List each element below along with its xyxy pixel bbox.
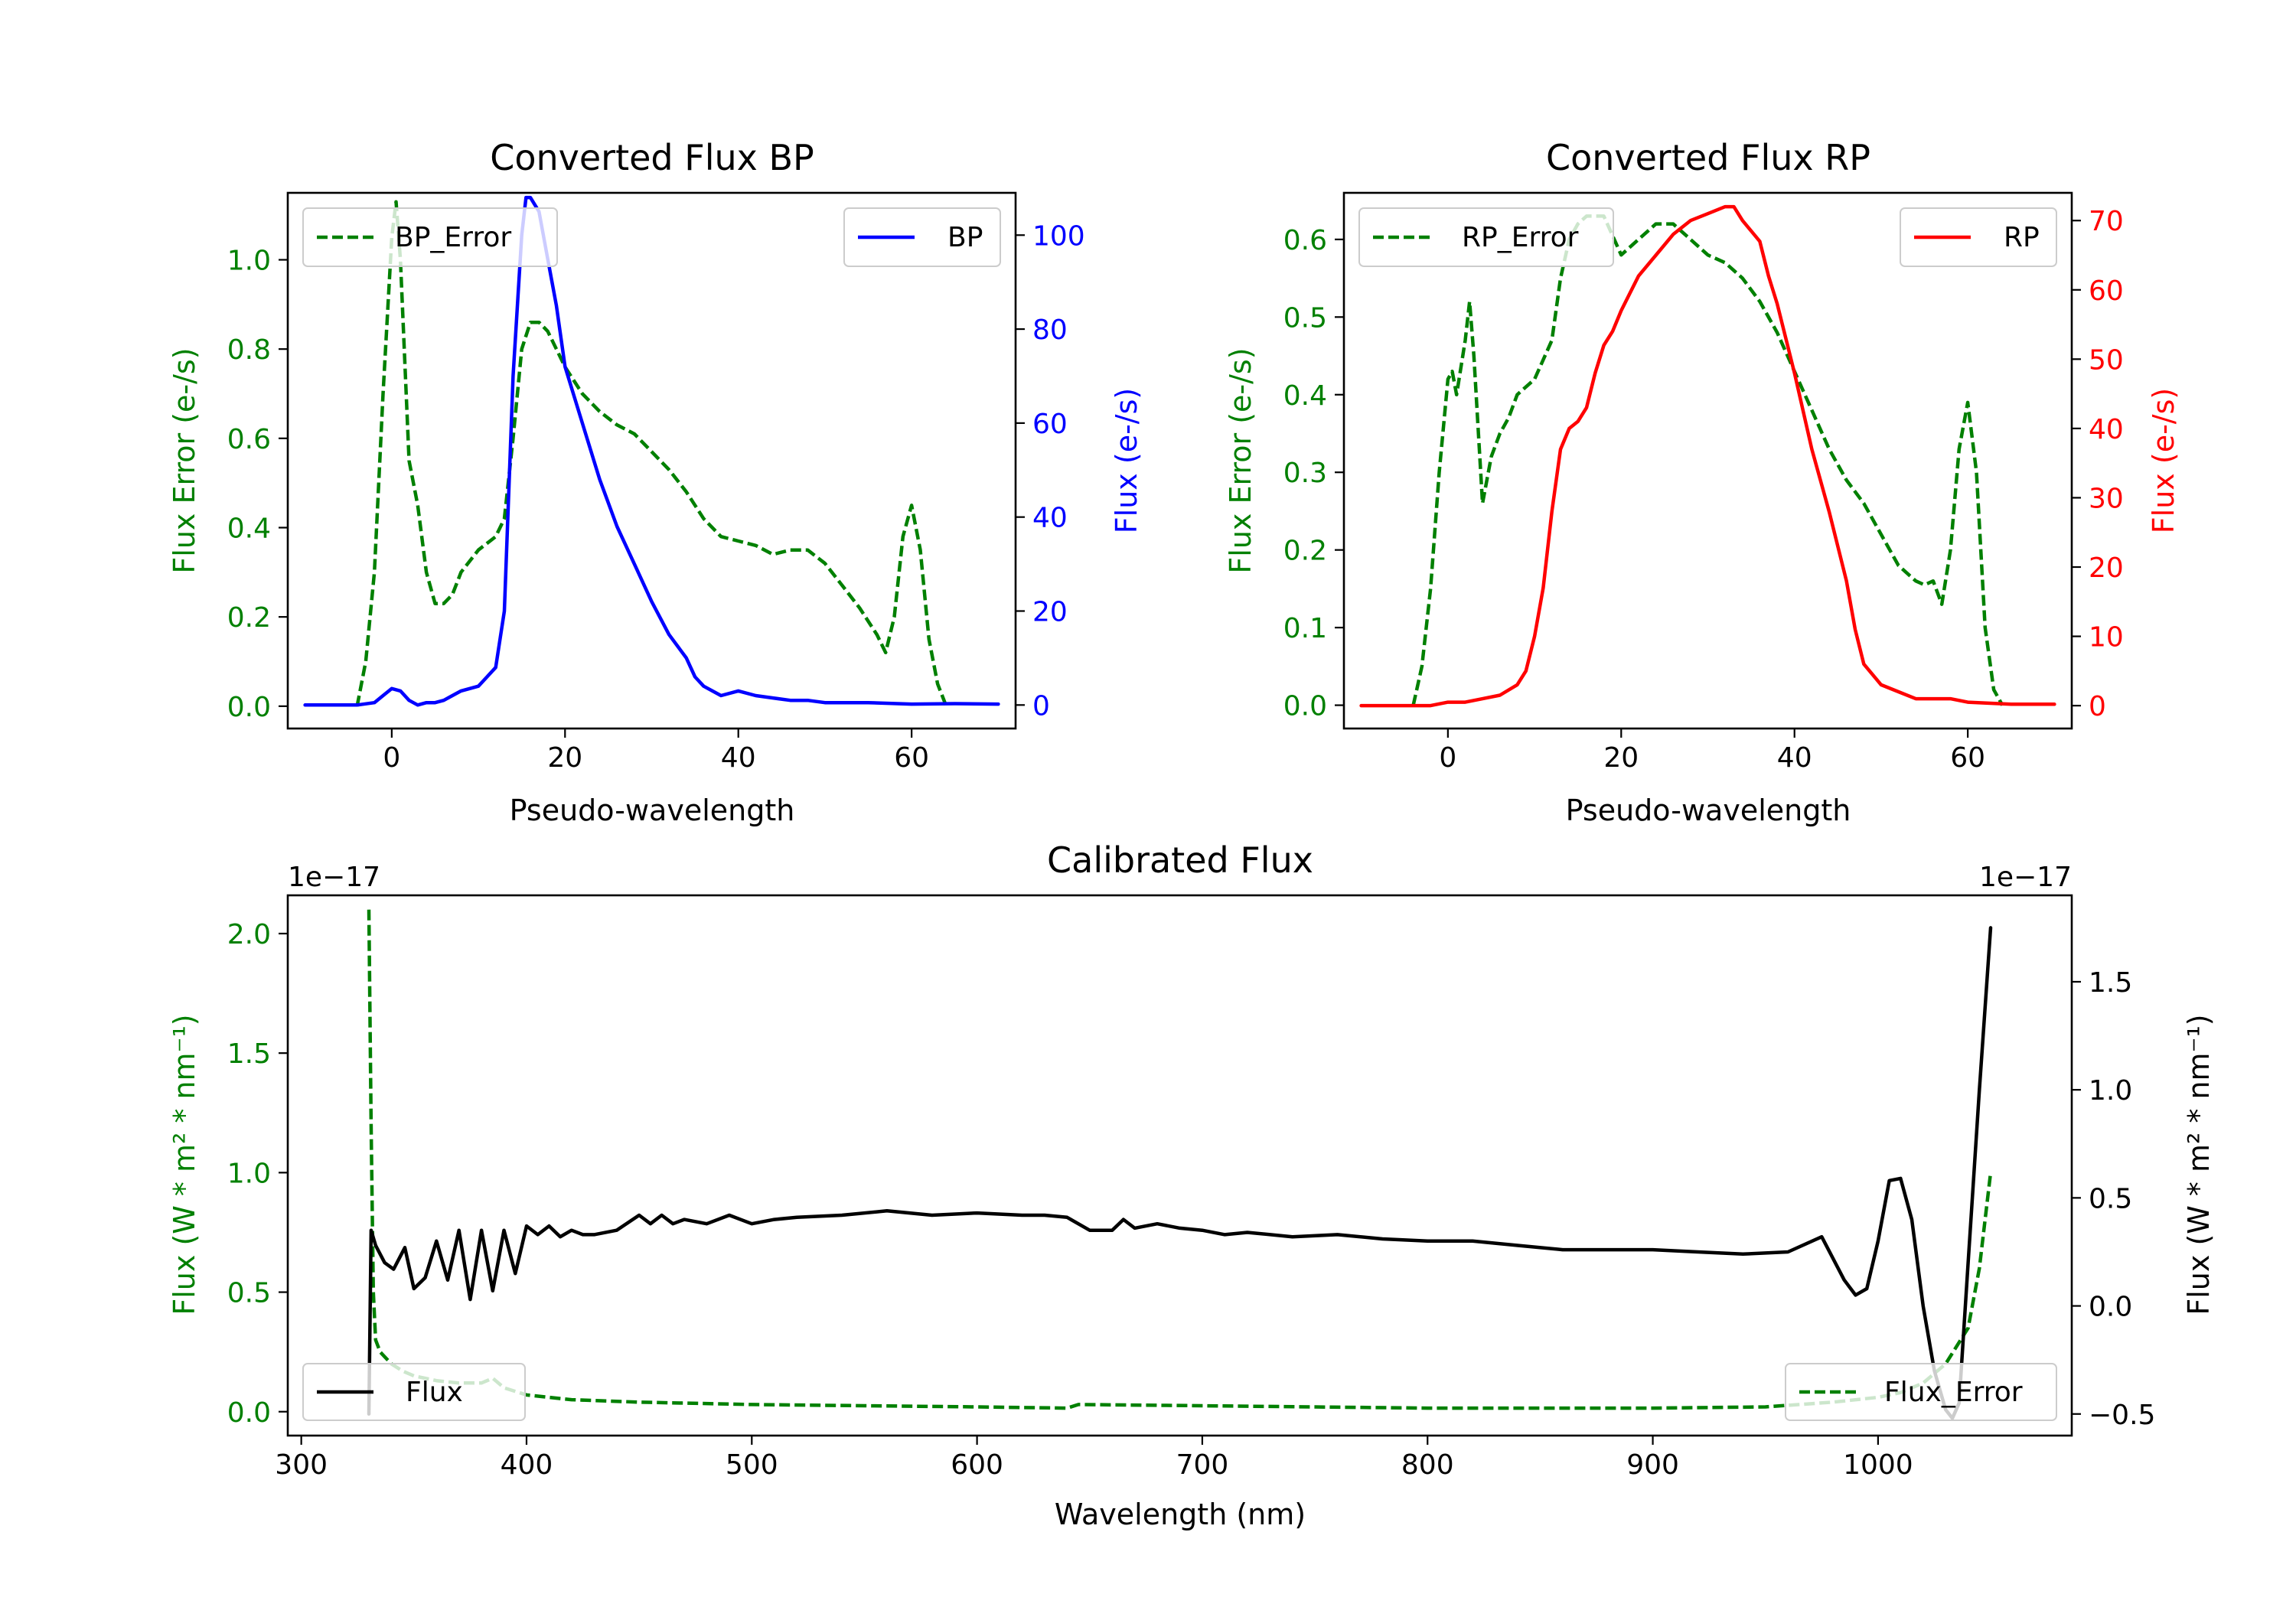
- bp-xlabel: Pseudo-wavelength: [510, 794, 795, 827]
- bp-legend-error: BP_Error: [302, 207, 558, 267]
- rp-ytick-right-label: 0: [2089, 691, 2106, 722]
- rp-xtick-label: 20: [1603, 742, 1639, 774]
- rp-ytick-right-label: 30: [2089, 483, 2124, 514]
- calibrated-legend-error-label: Flux_Error: [1884, 1377, 2023, 1408]
- calibrated-ytick-left-label: 0.0: [227, 1397, 271, 1429]
- bp-plot-frame: [286, 191, 1017, 730]
- calibrated-offset-right: 1e−17: [1979, 862, 2072, 893]
- calibrated-xtick-label: 700: [1176, 1449, 1229, 1481]
- rp-plot-frame: [1342, 191, 2073, 730]
- calibrated-xtick-label: 500: [726, 1449, 778, 1481]
- rp-ytick-left-label: 0.2: [1283, 536, 1327, 567]
- calibrated-ytick-right-label: 1.0: [2089, 1075, 2132, 1107]
- calibrated-ytick-left-label: 1.0: [227, 1158, 271, 1189]
- rp-xtick-label: 40: [1777, 742, 1812, 774]
- calibrated-legend-error: Flux_Error: [1785, 1363, 2057, 1421]
- calibrated-xtick-label: 800: [1401, 1449, 1454, 1481]
- rp-legend-flux: RP: [1900, 207, 2057, 267]
- bp-ylabel-right: Flux (e-/s): [1110, 388, 1143, 533]
- calibrated-ytick-left-label: 1.5: [227, 1038, 271, 1070]
- bp-ytick-left-label: 0.0: [227, 692, 271, 723]
- calibrated-xtick-label: 300: [275, 1449, 328, 1481]
- rp-ytick-right-label: 70: [2089, 206, 2124, 237]
- rp-title: Converted Flux RP: [1546, 137, 1870, 178]
- bp-ytick-left-label: 1.0: [227, 246, 271, 277]
- calibrated-offset-left: 1e−17: [288, 862, 380, 893]
- calibrated-ylabel-right: Flux (W * m² * nm⁻¹): [2182, 1014, 2216, 1315]
- rp-legend-flux-label: RP: [2004, 222, 2040, 253]
- rp-ytick-left-label: 0.1: [1283, 613, 1327, 644]
- calibrated-series-flux-error: [367, 909, 1993, 1410]
- calibrated-legend-flux-label: Flux: [406, 1377, 463, 1408]
- bp-ytick-right-label: 60: [1032, 409, 1068, 440]
- calibrated-xlabel: Wavelength (nm): [1055, 1498, 1306, 1531]
- bp-ytick-right-label: 0: [1032, 690, 1050, 722]
- rp-ytick-left-label: 0.0: [1283, 691, 1327, 722]
- bp-ytick-right-label: 40: [1032, 503, 1068, 534]
- rp-xtick-label: 60: [1950, 742, 1985, 774]
- calibrated-title: Calibrated Flux: [1047, 839, 1313, 881]
- calibrated-xtick-label: 1000: [1843, 1449, 1913, 1481]
- calibrated-legend-flux: Flux: [302, 1363, 526, 1421]
- bp-panel: Converted Flux BP 0 20 40 60 0.0 0.2 0.4 0.6 0.8…: [168, 137, 1143, 827]
- rp-ytick-right-label: 10: [2089, 622, 2124, 654]
- rp-legend-error: RP_Error: [1358, 207, 1614, 267]
- calibrated-ytick-right-label: 1.5: [2089, 967, 2132, 999]
- bp-legend-flux: BP: [843, 207, 1001, 267]
- calibrated-ytick-right-label: 0.0: [2089, 1292, 2132, 1323]
- calibrated-xtick-label: 900: [1626, 1449, 1679, 1481]
- bp-xtick-label: 0: [383, 742, 400, 774]
- calibrated-ylabel-left: Flux (W * m² * nm⁻¹): [168, 1014, 201, 1315]
- rp-ytick-left-label: 0.6: [1283, 225, 1327, 256]
- calibrated-ytick-right-label: 0.5: [2089, 1183, 2132, 1214]
- bp-ytick-left-label: 0.2: [227, 602, 271, 634]
- bp-ytick-right-label: 80: [1032, 315, 1068, 346]
- calibrated-ytick-left-label: 0.5: [227, 1278, 271, 1309]
- rp-legend-error-label: RP_Error: [1462, 222, 1579, 253]
- rp-ytick-right-label: 40: [2089, 414, 2124, 445]
- calibrated-ytick-right-label: −0.5: [2089, 1400, 2155, 1431]
- rp-xlabel: Pseudo-wavelength: [1566, 794, 1851, 827]
- rp-ytick-left-label: 0.3: [1283, 458, 1327, 489]
- rp-ylabel-left: Flux Error (e-/s): [1224, 347, 1257, 573]
- bp-legend-flux-label: BP: [947, 222, 983, 253]
- bp-xtick-label: 20: [547, 742, 582, 774]
- calibrated-series-flux: [367, 926, 1993, 1420]
- rp-ytick-right-label: 50: [2089, 344, 2124, 376]
- bp-legend-error-label: BP_Error: [395, 222, 511, 253]
- rp-ytick-right-label: 60: [2089, 275, 2124, 307]
- bp-xtick-label: 40: [721, 742, 756, 774]
- calibrated-plot-frame: [286, 894, 2073, 1437]
- bp-ytick-left-label: 0.4: [227, 513, 271, 545]
- bp-series-bp-error: [355, 200, 948, 707]
- bp-ytick-left-label: 0.8: [227, 334, 271, 366]
- bp-ytick-right-label: 20: [1032, 596, 1068, 627]
- rp-ylabel-right: Flux (e-/s): [2147, 388, 2180, 533]
- bp-title: Converted Flux BP: [490, 137, 814, 178]
- bp-ytick-right-label: 100: [1032, 220, 1085, 252]
- rp-ytick-left-label: 0.5: [1283, 302, 1327, 334]
- calibrated-ytick-left-label: 2.0: [227, 919, 271, 950]
- rp-panel: Converted Flux RP 0 20 40 60 0.0 0.1 0.2 0.3 0.4…: [1224, 137, 2180, 827]
- rp-series-rp: [1359, 204, 2056, 708]
- rp-ytick-right-label: 20: [2089, 553, 2124, 584]
- bp-ylabel-left: Flux Error (e-/s): [168, 347, 201, 573]
- calibrated-xtick-label: 400: [501, 1449, 553, 1481]
- calibrated-xtick-label: 600: [951, 1449, 1003, 1481]
- bp-ytick-left-label: 0.6: [227, 424, 271, 455]
- rp-series-rp-error: [1411, 214, 2004, 706]
- rp-ytick-left-label: 0.4: [1283, 380, 1327, 412]
- calibrated-panel: Calibrated Flux 300 400 500 600 700 800 900 100…: [168, 839, 2216, 1531]
- bp-xtick-label: 60: [894, 742, 929, 774]
- rp-xtick-label: 0: [1439, 742, 1456, 774]
